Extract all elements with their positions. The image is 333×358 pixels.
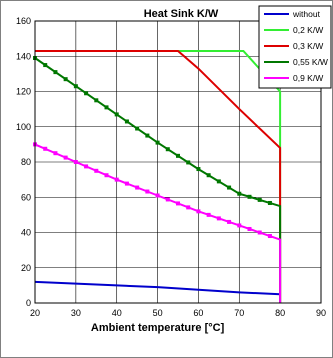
- x-tick-label: 40: [112, 308, 122, 318]
- data-point: [186, 205, 191, 210]
- y-tick-label: 40: [21, 228, 31, 238]
- data-point: [206, 173, 211, 178]
- x-tick-label: 50: [153, 308, 163, 318]
- legend-label: 0,9 K/W: [293, 73, 323, 83]
- data-point: [165, 147, 170, 152]
- legend-label: 0,55 K/W: [293, 57, 328, 67]
- data-point: [53, 151, 58, 156]
- data-point: [196, 167, 201, 172]
- series-4: [33, 142, 282, 303]
- data-point: [114, 177, 119, 182]
- data-point: [247, 226, 252, 231]
- x-axis-label: Ambient temperature [°C]: [91, 322, 225, 334]
- y-tick-label: 20: [21, 263, 31, 273]
- data-point: [145, 133, 150, 138]
- data-point: [216, 216, 221, 221]
- data-point: [43, 146, 48, 151]
- data-point: [84, 164, 89, 169]
- data-point: [135, 185, 140, 190]
- legend-label: without: [292, 9, 321, 19]
- data-point: [227, 219, 232, 224]
- series-0: [34, 280, 281, 296]
- y-tick-label: 160: [16, 16, 31, 26]
- x-tick-label: 30: [71, 308, 81, 318]
- series-3: [33, 56, 282, 303]
- x-tick-label: 60: [193, 308, 203, 318]
- data-point: [104, 105, 109, 110]
- x-tick-label: 80: [275, 308, 285, 318]
- data-point: [176, 153, 180, 158]
- chart-title: Heat Sink K/W: [144, 8, 219, 20]
- x-tick-label: 70: [234, 308, 244, 318]
- data-point: [145, 189, 150, 194]
- data-point: [257, 197, 262, 202]
- data-point: [104, 173, 109, 178]
- data-point: [267, 234, 272, 239]
- data-point: [94, 98, 99, 103]
- legend: without 0,2 K/W 0,3 K/W 0,55 K/W 0,9 K/W: [258, 5, 332, 89]
- x-tick-label: 20: [30, 308, 40, 318]
- y-tick-label: 0: [26, 298, 31, 308]
- y-tick-label: 120: [16, 87, 31, 97]
- y-tick-label: 60: [21, 192, 31, 202]
- y-tick-label: 140: [16, 51, 31, 61]
- data-point: [63, 155, 68, 160]
- legend-label: 0,3 K/W: [293, 41, 323, 51]
- data-point: [206, 212, 211, 217]
- data-point: [94, 168, 99, 173]
- data-point: [247, 194, 252, 199]
- data-point: [53, 70, 58, 75]
- data-point: [267, 200, 272, 205]
- data-point: [73, 84, 78, 89]
- series-2: [35, 50, 282, 303]
- data-point: [227, 185, 232, 190]
- data-point: [216, 179, 221, 184]
- data-point: [196, 209, 201, 214]
- legend-label: 0,2 K/W: [293, 25, 323, 35]
- x-tick-labels: 20 30 40 50 60 70 80 90: [30, 308, 326, 318]
- data-point: [155, 193, 160, 198]
- y-tick-label: 100: [16, 122, 31, 132]
- data-point: [237, 191, 242, 196]
- data-point: [155, 140, 160, 145]
- data-point: [84, 91, 89, 96]
- data-point: [135, 126, 140, 131]
- series-lines: [33, 50, 282, 303]
- series-line: [35, 50, 282, 303]
- data-point: [63, 77, 68, 82]
- y-tick-label: 80: [21, 157, 31, 167]
- series-line: [34, 280, 281, 296]
- data-point: [43, 63, 48, 68]
- data-point: [237, 223, 242, 228]
- data-point: [186, 160, 191, 165]
- data-point: [124, 181, 129, 186]
- data-point: [124, 119, 129, 124]
- data-point: [165, 197, 170, 202]
- data-point: [176, 201, 180, 206]
- plot-border: [34, 20, 322, 304]
- y-tick-labels: 0 20 40 60 80 100 120 140 160: [16, 16, 31, 308]
- data-point: [114, 112, 119, 117]
- data-point: [73, 160, 78, 164]
- x-tick-label: 90: [316, 308, 326, 318]
- data-point: [257, 230, 262, 235]
